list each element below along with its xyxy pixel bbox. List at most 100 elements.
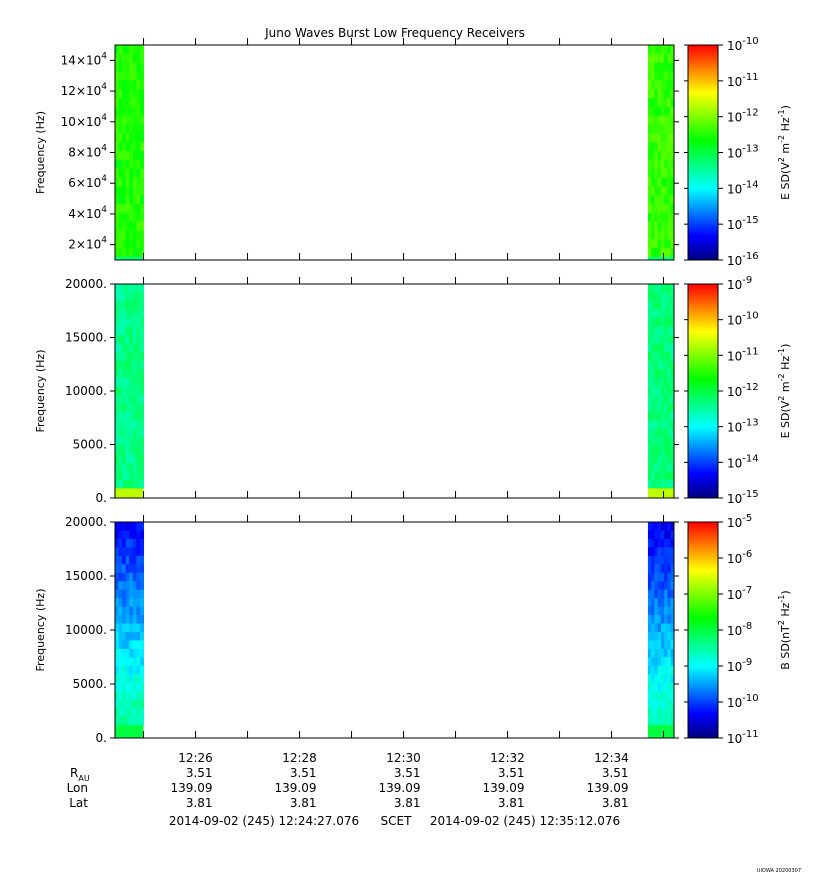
low-frequency-band (114, 725, 144, 738)
y-tick-exponent: 4 (101, 51, 107, 61)
colorbar-tick-label: 10-11 (727, 729, 759, 746)
ephemeris-value: 139.09 (587, 781, 629, 795)
low-frequency-band (114, 488, 144, 498)
watermark: UIOWA 20200307 (757, 868, 801, 874)
y-tick-exponent: 4 (101, 174, 107, 184)
x-tick-label: 12:30 (386, 751, 421, 765)
colorbar-tick-label: 10-5 (727, 513, 752, 530)
footer-start-time: 2014-09-02 (245) 12:24:27.076 (169, 814, 359, 828)
data-block-2 (647, 284, 675, 498)
ephemeris-value: 139.09 (379, 781, 421, 795)
ephemeris-value: 3.51 (186, 766, 213, 780)
ephemeris-value: 3.51 (602, 766, 629, 780)
ephemeris-value: 3.81 (498, 796, 525, 810)
y-tick-label: 4×104 (68, 205, 107, 221)
y-tick-exponent: 4 (101, 236, 107, 246)
panel-2: 0. 5000. 10000. 15000. 20000. Frequency (Hz) 1… (34, 275, 792, 506)
colorbar-tick-label: 10-15 (727, 489, 759, 506)
panel-frame (114, 521, 675, 739)
y-tick-exponent: 4 (101, 82, 107, 92)
colorbar-tick-label: 10-9 (727, 275, 752, 292)
ephemeris-value: 3.81 (186, 796, 213, 810)
colorbar-tick-label: 10-6 (727, 549, 752, 566)
colorbar-tick-label: 10-10 (727, 693, 759, 710)
x-tick-label: 12:28 (282, 751, 317, 765)
ephemeris-value: 3.81 (394, 796, 421, 810)
ephemeris-value: 3.81 (290, 796, 317, 810)
ephemeris-value: 3.51 (290, 766, 317, 780)
colorbar (687, 283, 719, 499)
y-axis-label: Frequency (Hz) (34, 111, 47, 194)
y-axis-label: Frequency (Hz) (34, 589, 47, 672)
y-tick-label: 2×104 (68, 236, 107, 252)
footer-end-time: 2014-09-02 (245) 12:35:12.076 (430, 814, 620, 828)
y-tick-label: 0. (96, 731, 107, 745)
data-block-2 (647, 522, 675, 738)
y-tick-label: 6×104 (68, 174, 107, 190)
colorbar-tick-label: 10-15 (727, 215, 759, 232)
ephemeris-value: 139.09 (275, 781, 317, 795)
colorbar-tick-label: 10-14 (727, 453, 759, 470)
ephemeris-value: 3.51 (394, 766, 421, 780)
colorbar-tick-label: 10-8 (727, 621, 752, 638)
panels-group: 2×104 4×104 6×104 8×104 10×104 12×104 14×104 Fr… (34, 36, 792, 746)
colorbar-tick-label: 10-11 (727, 72, 759, 89)
y-tick-label: 10000. (65, 623, 107, 637)
colorbar-tick-label: 10-14 (727, 179, 759, 196)
data-block-1 (114, 284, 145, 498)
y-tick-label: 20000. (65, 515, 107, 529)
colorbar-tick-label: 10-12 (727, 108, 759, 125)
colorbar-tick-label: 10-12 (727, 382, 759, 399)
low-frequency-band (647, 256, 674, 260)
y-tick-label: 5000. (73, 438, 107, 452)
y-tick-exponent: 4 (101, 144, 107, 154)
ephemeris-row-label: Lat (69, 796, 88, 810)
y-tick-label: 0. (96, 491, 107, 505)
low-frequency-band (114, 256, 144, 260)
colorbar (687, 44, 719, 261)
chart-title: Juno Waves Burst Low Frequency Receivers (264, 26, 525, 40)
colorbar-tick-label: 10-9 (727, 657, 752, 674)
colorbar-label: B SD(nT2 Hz-1) (777, 590, 792, 669)
colorbar-tick-label: 10-16 (727, 251, 759, 268)
x-tick-label: 12:26 (178, 751, 213, 765)
colorbar-tick-label: 10-7 (727, 585, 752, 602)
y-tick-label: 15000. (65, 569, 107, 583)
y-tick-exponent: 4 (101, 205, 107, 215)
panel-3: 0. 5000. 10000. 15000. 20000. Frequency (Hz) 1… (34, 513, 792, 746)
colorbar-tick-label: 10-11 (727, 346, 759, 363)
x-tick-label: 12:34 (594, 751, 629, 765)
low-frequency-band (647, 725, 674, 738)
y-tick-label: 10000. (65, 384, 107, 398)
ephemeris-value: 139.09 (483, 781, 525, 795)
panel-frame (114, 283, 675, 499)
data-block-1 (114, 522, 145, 738)
data-block-1 (114, 45, 145, 260)
y-tick-label: 20000. (65, 277, 107, 291)
y-tick-label: 15000. (65, 331, 107, 345)
panel-1: 2×104 4×104 6×104 8×104 10×104 12×104 14×104 Fr… (34, 36, 792, 268)
y-tick-label: 14×104 (61, 51, 108, 67)
colorbar-tick-label: 10-13 (727, 418, 759, 435)
colorbar-tick-label: 10-10 (727, 36, 759, 53)
ephemeris-value: 3.81 (602, 796, 629, 810)
y-tick-label: 5000. (73, 677, 107, 691)
y-tick-label: 12×104 (61, 82, 108, 98)
y-tick-label: 8×104 (68, 144, 107, 160)
panel-frame (114, 44, 675, 261)
x-tick-label: 12:32 (490, 751, 525, 765)
data-block-2 (647, 45, 675, 260)
ephemeris-value: 139.09 (171, 781, 213, 795)
colorbar-tick-label: 10-10 (727, 311, 759, 328)
ephemeris-row-label: Lon (67, 781, 88, 795)
ephemeris-value: 3.51 (498, 766, 525, 780)
colorbar (687, 521, 719, 739)
colorbar-label: E SD(V2 m-2 Hz-1) (777, 105, 792, 200)
colorbar-tick-label: 10-13 (727, 144, 759, 161)
y-axis-label: Frequency (Hz) (34, 350, 47, 433)
colorbar-label: E SD(V2 m-2 Hz-1) (777, 344, 792, 439)
x-axis-labels: 12:26 12:28 12:30 12:32 12:34 (178, 751, 629, 765)
footer-scet: SCET (381, 814, 413, 828)
